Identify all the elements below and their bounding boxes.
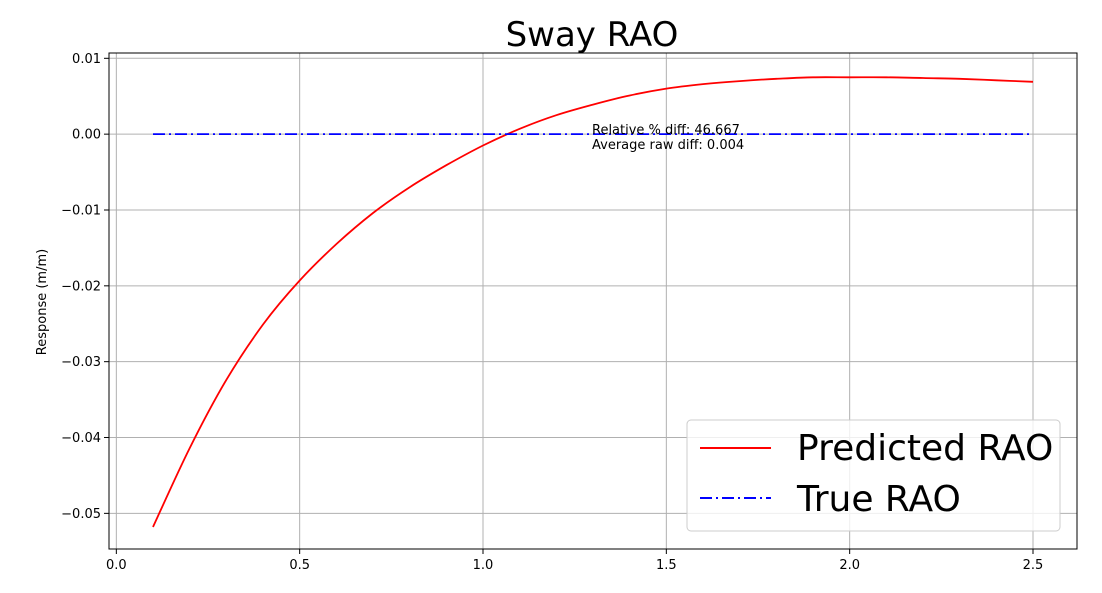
y-tick-label: 0.01 — [72, 52, 101, 67]
legend-label-true: True RAO — [796, 479, 961, 520]
annotation-relative-diff: Relative % diff: 46.667 — [592, 123, 740, 138]
legend-label-predicted: Predicted RAO — [797, 428, 1053, 469]
x-tick-label: 0.0 — [106, 558, 127, 573]
plot-frame — [108, 52, 1078, 550]
chart-title: Sway RAO — [506, 15, 679, 55]
y-tick-label: −0.01 — [61, 203, 101, 218]
series-line-predicted-rao — [152, 76, 1034, 528]
y-tick-label: −0.02 — [61, 279, 101, 294]
x-tick-label: 0.5 — [289, 558, 310, 573]
y-tick-label: 0.00 — [72, 128, 101, 143]
x-tick-label: 2.5 — [1023, 558, 1044, 573]
y-axis-label: Response (m/m) — [35, 249, 50, 355]
y-ticks: 0.01 0.00 −0.01 −0.02 −0.03 −0.04 −0.05 — [61, 52, 109, 522]
x-tick-label: 1.0 — [473, 558, 494, 573]
y-tick-label: −0.05 — [61, 507, 101, 522]
series-layer — [152, 76, 1034, 528]
annotation-average-diff: Average raw diff: 0.004 — [592, 138, 744, 153]
x-ticks: 0.0 0.5 1.0 1.5 2.0 2.5 — [106, 549, 1043, 573]
x-tick-label: 2.0 — [839, 558, 860, 573]
x-tick-label: 1.5 — [656, 558, 677, 573]
legend: Predicted RAO True RAO — [686, 419, 1061, 532]
legend-box — [686, 419, 1061, 532]
y-tick-label: −0.03 — [61, 355, 101, 370]
y-tick-label: −0.04 — [61, 431, 101, 446]
